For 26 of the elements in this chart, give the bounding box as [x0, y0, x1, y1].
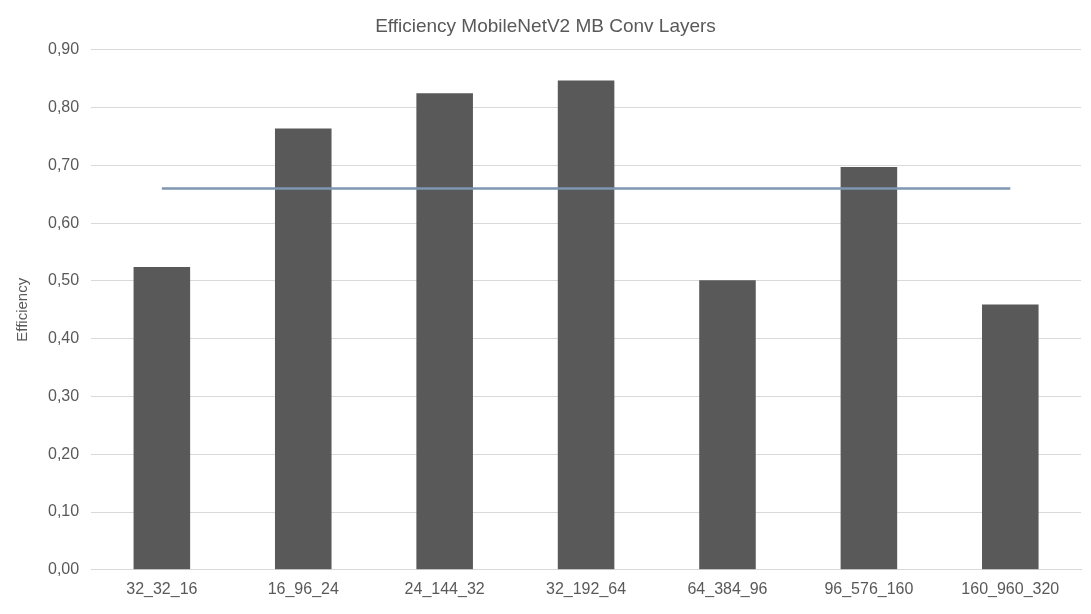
bar [133, 267, 191, 570]
bar [699, 280, 756, 570]
y-tick-label: 0,40 [48, 329, 80, 347]
y-tick-label: 0,00 [48, 560, 80, 578]
x-tick-label: 160_960_320 [961, 579, 1060, 598]
x-tick-label: 24_144_32 [404, 579, 485, 598]
bar [274, 128, 332, 570]
y-tick-label: 0,30 [48, 386, 80, 404]
y-tick-label: 0,10 [48, 502, 80, 520]
x-tick-label: 32_32_16 [126, 579, 198, 598]
bar [982, 304, 1039, 570]
y-tick-label: 0,70 [48, 155, 80, 173]
x-tick-label: 96_576_160 [824, 579, 914, 598]
bar [840, 167, 898, 570]
x-tick-label: 32_192_64 [546, 579, 627, 598]
bar [416, 93, 473, 570]
y-tick-label: 0,20 [48, 444, 80, 462]
y-tick-label: 0,90 [48, 40, 80, 58]
y-tick-label: 0,50 [48, 271, 80, 289]
x-tick-label: 16_96_24 [267, 579, 339, 598]
x-tick-label: 64_384_96 [687, 579, 768, 598]
chart-title: Efficiency MobileNetV2 MB Conv Layers [375, 14, 716, 36]
y-tick-label: 0,80 [48, 97, 80, 115]
y-tick-label: 0,60 [48, 213, 80, 231]
bar [557, 80, 615, 570]
y-axis-title: Efficiency [13, 277, 31, 342]
